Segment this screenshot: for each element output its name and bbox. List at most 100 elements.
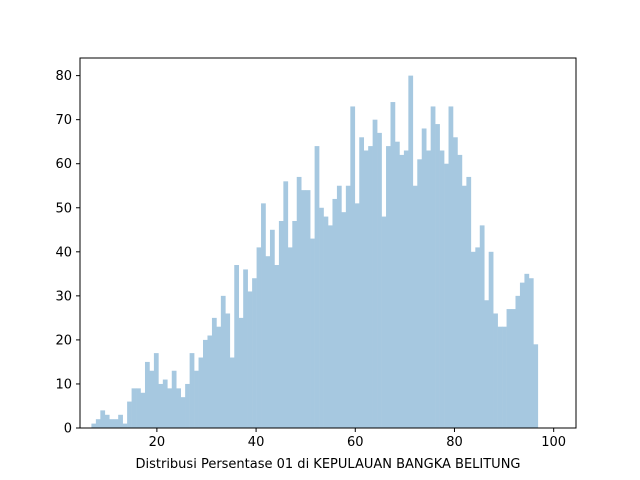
histogram-bar (127, 401, 132, 428)
histogram-bar (314, 146, 320, 428)
histogram-bar (118, 414, 123, 428)
histogram-bar (229, 357, 235, 428)
histogram-bar (408, 75, 414, 429)
histogram-bar (533, 344, 539, 428)
histogram-bar (506, 309, 512, 428)
histogram-bar (149, 370, 155, 428)
histogram-bar (381, 216, 387, 428)
histogram-bar (194, 370, 199, 428)
histogram-bar (185, 383, 190, 428)
histogram-bar (511, 309, 516, 428)
histogram-bar (493, 313, 498, 428)
histogram-bar (372, 119, 378, 429)
x-tick-label: 20 (149, 435, 166, 450)
histogram-bar (368, 146, 373, 428)
histogram-bar (261, 203, 266, 428)
histogram-bar (171, 370, 177, 428)
histogram-bar (475, 247, 481, 428)
histogram-bar (515, 295, 521, 428)
histogram-bar (296, 176, 302, 428)
histogram-bar (113, 419, 119, 428)
histogram-bar (269, 229, 275, 428)
histogram-bar (377, 132, 382, 428)
histogram-bar (95, 419, 101, 428)
histogram-bar (479, 225, 485, 428)
histogram-bar (417, 159, 423, 428)
histogram-bar (167, 388, 173, 428)
histogram-bar (203, 339, 208, 428)
histogram-bar (220, 295, 226, 428)
y-tick-label: 0 (64, 422, 72, 437)
histogram-bar (497, 326, 503, 428)
histogram-bar (180, 397, 186, 428)
histogram-bar (323, 216, 329, 428)
histogram-bar (528, 278, 534, 428)
histogram-bar (484, 300, 489, 428)
histogram-bar (301, 190, 306, 428)
histogram-bar (452, 137, 458, 429)
histogram-bar (278, 220, 284, 428)
histogram-bar (247, 291, 253, 428)
x-axis: 20 40 60 80 100 (149, 428, 566, 450)
histogram-bar (136, 388, 141, 428)
histogram-bar (122, 423, 128, 428)
histogram-bar (502, 326, 507, 428)
histogram-bar (421, 128, 427, 429)
histogram-bar (198, 357, 204, 428)
histogram-bar (403, 150, 409, 428)
histogram-bar (131, 388, 137, 428)
y-tick-label: 10 (55, 377, 72, 392)
x-tick-label: 100 (541, 435, 566, 450)
histogram-bar (457, 154, 463, 428)
histogram-bar (162, 379, 168, 428)
histogram-bar (470, 251, 476, 428)
histogram-bar (292, 220, 298, 428)
bars-group (91, 75, 539, 429)
histogram-bar (336, 185, 342, 428)
histogram-bar (207, 335, 213, 428)
histogram-bar (332, 198, 338, 428)
histogram-bar (430, 106, 436, 428)
histogram-bar (211, 317, 217, 428)
y-tick-label: 60 (55, 157, 72, 172)
histogram-bar (466, 176, 472, 428)
histogram-bar (444, 163, 449, 428)
histogram-bar (265, 256, 271, 428)
histogram-bar (519, 282, 525, 428)
histogram-bar (359, 137, 365, 429)
histogram-bar (439, 150, 445, 428)
histogram-bar (363, 150, 369, 428)
y-tick-label: 40 (55, 245, 72, 260)
y-axis: 0 10 20 30 40 50 60 70 80 (55, 69, 80, 437)
histogram-bar (488, 251, 494, 428)
y-tick-label: 80 (55, 69, 72, 84)
x-tick-label: 40 (248, 435, 265, 450)
histogram-bar (153, 353, 159, 428)
histogram-bar (412, 185, 418, 428)
histogram-bar (104, 414, 110, 428)
histogram-bar (283, 181, 289, 428)
histogram-bar (234, 265, 240, 428)
histogram-bar (328, 225, 333, 428)
histogram-bar (252, 278, 257, 428)
histogram-bar (225, 313, 231, 428)
histogram-bar (354, 203, 360, 428)
histogram-bar (310, 238, 315, 428)
histogram-bar (461, 185, 467, 428)
histogram-bar (238, 317, 244, 428)
plot-frame (79, 57, 577, 429)
histogram-bar (305, 190, 311, 428)
histogram-bar (256, 247, 262, 428)
histogram-bar (345, 185, 351, 428)
histogram-bar (243, 269, 248, 428)
y-tick-label: 50 (55, 201, 72, 216)
histogram-bar (109, 419, 115, 428)
histogram-bar (189, 353, 195, 428)
histogram-bar (287, 247, 293, 428)
histogram-bar (91, 423, 97, 428)
histogram-bar (100, 410, 106, 428)
x-tick-label: 80 (446, 435, 463, 450)
histogram-bar (158, 383, 164, 428)
histogram-bar (274, 265, 280, 428)
